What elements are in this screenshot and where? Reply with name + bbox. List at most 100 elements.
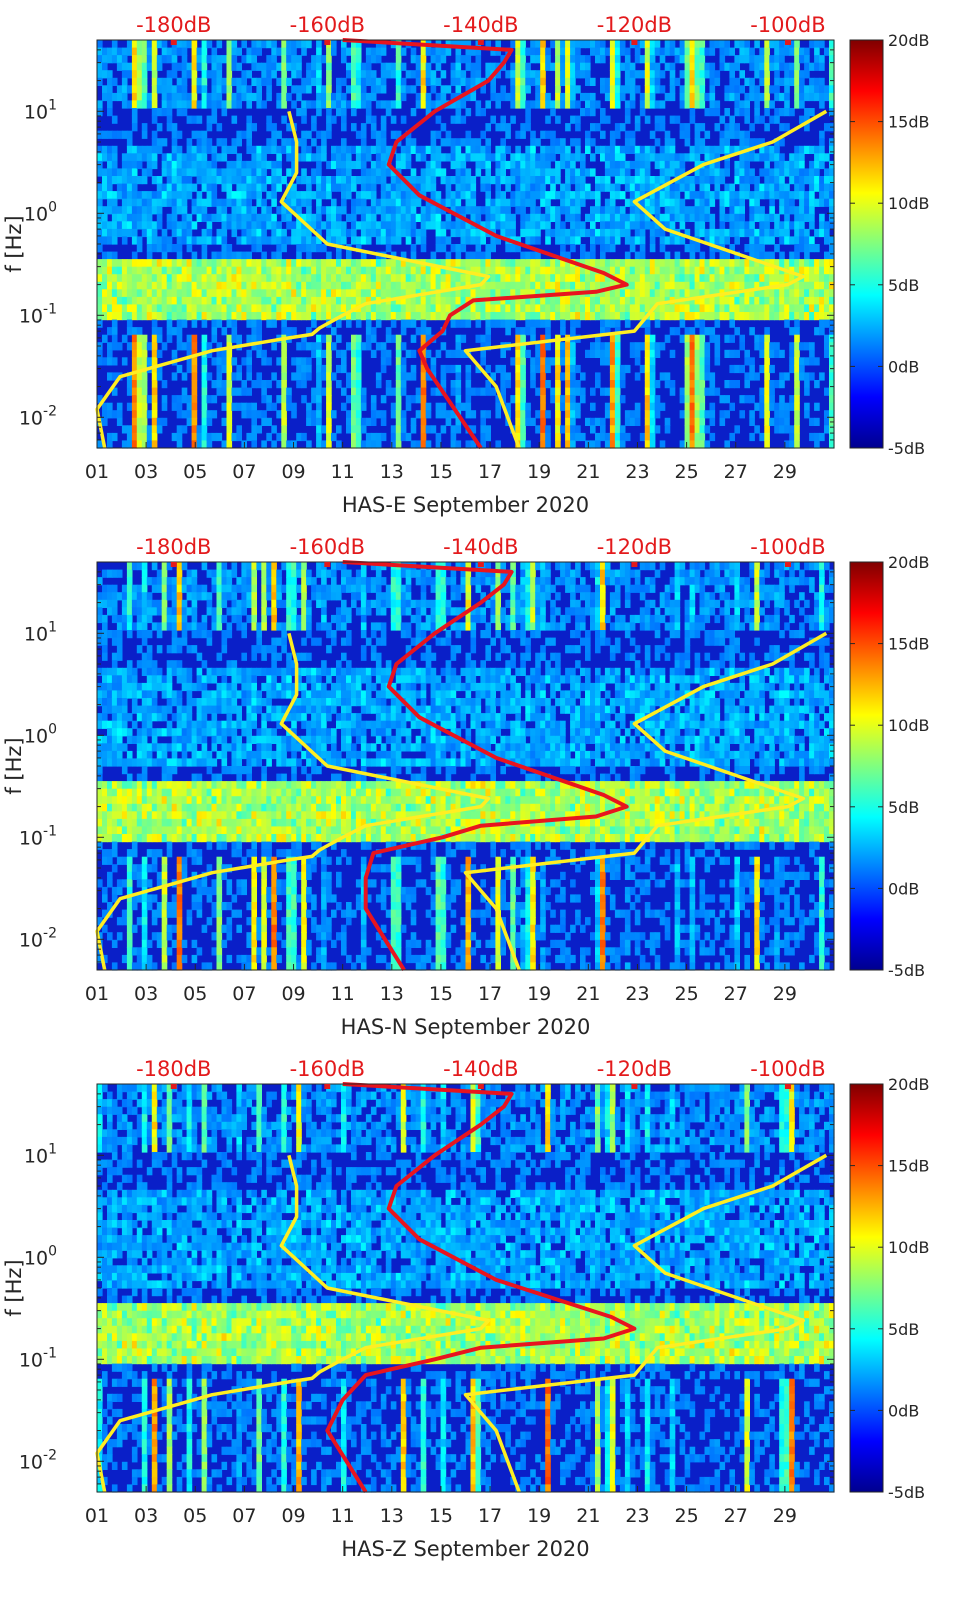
spectrogram-cell <box>699 274 706 283</box>
spectrogram-cell <box>196 289 203 298</box>
spectrogram-cell <box>515 160 521 170</box>
spectrogram-cell <box>550 108 556 117</box>
spectrogram-cell <box>365 334 372 343</box>
spectrogram-cell <box>385 274 392 283</box>
spectrogram-cell <box>515 372 521 381</box>
spectrogram-cell <box>116 221 123 230</box>
spectrogram-cell <box>580 244 586 253</box>
spectrogram-cell <box>296 138 302 147</box>
spectrogram-cell <box>341 296 347 306</box>
spectrogram-cell <box>171 130 178 139</box>
spectrogram-cell <box>246 176 252 185</box>
spectrogram-cell <box>659 342 666 351</box>
spectrogram-cell <box>221 145 228 154</box>
spectrogram-cell <box>301 100 307 109</box>
spectrogram-cell <box>355 296 362 306</box>
spectrogram-cell <box>734 251 740 260</box>
spectrogram-cell <box>570 410 576 419</box>
spectrogram-cell <box>355 153 362 162</box>
spectrogram-cell <box>555 395 561 404</box>
spectrogram-cell <box>271 425 277 434</box>
spectrogram-cell <box>116 47 123 56</box>
spectrogram-cell <box>97 55 103 64</box>
spectrogram-cell <box>241 387 247 396</box>
spectrogram-cell <box>520 425 526 434</box>
spectrogram-cell <box>151 77 158 86</box>
spectrogram-cell <box>102 213 108 222</box>
spectrogram-cell <box>126 176 133 185</box>
spectrogram-cell <box>684 304 691 313</box>
spectrogram-cell <box>595 372 601 381</box>
spectrogram-cell <box>121 304 128 313</box>
spectrogram-cell <box>744 221 750 230</box>
spectrogram-cell <box>181 281 188 290</box>
spectrogram-cell <box>754 100 760 109</box>
spectrogram-cell <box>410 206 417 215</box>
spectrogram-cell <box>505 402 511 411</box>
spectrogram-cell <box>694 176 701 185</box>
spectrogram-cell <box>97 296 103 306</box>
spectrogram-cell <box>216 312 223 321</box>
spectrogram-cell <box>241 259 247 268</box>
spectrogram-cell <box>515 387 521 396</box>
spectrogram-cell <box>316 221 322 230</box>
spectrogram-cell <box>495 266 501 275</box>
spectrogram-cell <box>460 274 467 283</box>
spectrogram-cell <box>624 364 631 374</box>
spectrogram-cell <box>355 334 362 343</box>
spectrogram-cell <box>739 176 745 185</box>
spectrogram-cell <box>97 236 103 245</box>
spectrogram-cell <box>455 198 462 207</box>
spectrogram-cell <box>664 138 671 147</box>
spectrogram-cell <box>141 417 148 426</box>
spectrogram-cell <box>510 153 516 162</box>
spectrogram-cell <box>639 289 646 298</box>
spectrogram-cell <box>754 296 760 306</box>
spectrogram-cell <box>764 85 770 94</box>
spectrogram-cell <box>191 266 198 275</box>
spectrogram-cell <box>360 312 367 321</box>
spectrogram-cell <box>664 334 671 343</box>
spectrogram-cell <box>435 244 442 253</box>
spectrogram-cell <box>365 100 372 109</box>
spectrogram-cell <box>231 387 238 396</box>
spectrogram-cell <box>545 206 551 215</box>
spectrogram-cell <box>226 251 233 260</box>
spectrogram-cell <box>520 357 526 366</box>
spectrogram-cell <box>540 432 546 442</box>
spectrogram-cell <box>515 395 521 404</box>
spectrogram-cell <box>619 213 626 222</box>
spectrogram-cell <box>191 251 198 260</box>
spectrogram-cell <box>525 198 531 207</box>
spectrogram-cell <box>729 334 735 343</box>
spectrogram-cell <box>211 153 218 162</box>
spectrogram-cell <box>336 206 342 215</box>
spectrogram-cell <box>316 198 322 207</box>
spectrogram-cell <box>600 289 606 298</box>
spectrogram-cell <box>331 206 337 215</box>
spectrogram-cell <box>360 387 367 396</box>
spectrogram-cell <box>241 410 247 419</box>
spectrogram-cell <box>465 402 472 411</box>
spectrogram-cell <box>261 70 267 79</box>
spectrogram-cell <box>595 183 601 192</box>
spectrogram-cell <box>410 304 417 313</box>
spectrogram-cell <box>435 296 442 306</box>
spectrogram-cell <box>699 349 706 358</box>
spectrogram-cell <box>346 85 352 94</box>
spectrogram-cell <box>654 266 661 275</box>
spectrogram-cell <box>614 357 621 366</box>
spectrogram-cell <box>744 228 750 238</box>
spectrogram-cell <box>764 251 770 260</box>
spectrogram-cell <box>316 395 322 404</box>
spectrogram-cell <box>560 266 566 275</box>
spectrogram-cell <box>699 138 706 147</box>
spectrogram-cell <box>400 92 407 102</box>
spectrogram-cell <box>570 402 576 411</box>
spectrogram-cell <box>500 319 506 328</box>
spectrogram-cell <box>659 228 666 238</box>
spectrogram-cell <box>420 100 427 109</box>
spectrogram-cell <box>311 62 317 71</box>
spectrogram-cell <box>639 342 646 351</box>
spectrogram-cell <box>336 100 342 109</box>
